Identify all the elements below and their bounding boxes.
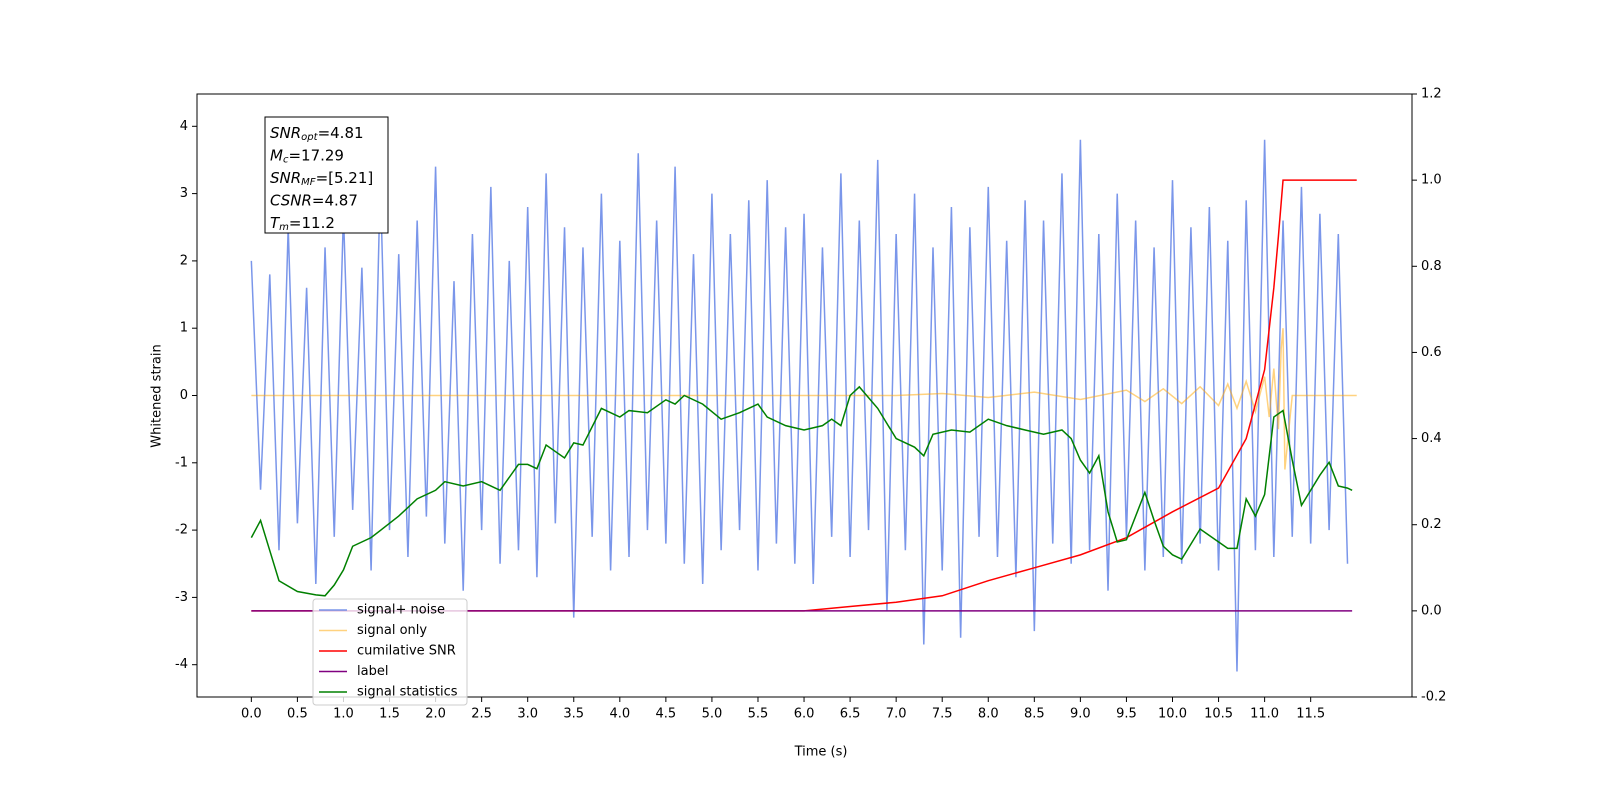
- y-tick-label: 1: [180, 321, 188, 336]
- stats-symbol: SNR: [270, 169, 301, 187]
- x-tick-label: 5.5: [748, 707, 769, 722]
- stats-symbol: SNR: [270, 124, 301, 142]
- y2-tick-label: 0.6: [1421, 345, 1442, 360]
- x-tick-label: 6.0: [794, 707, 815, 722]
- stats-value: =4.81: [318, 124, 364, 142]
- x-tick-label: 1.5: [379, 707, 400, 722]
- x-tick-label: 10.5: [1204, 707, 1233, 722]
- y2-tick-label: 1.2: [1421, 87, 1442, 102]
- legend-label: cumilative SNR: [357, 644, 456, 659]
- stats-value: =17.29: [288, 146, 344, 164]
- series-line: [251, 328, 1357, 470]
- stats-sub: c: [283, 155, 289, 166]
- y-tick-label: -2: [175, 523, 188, 538]
- x-tick-label: 3.5: [563, 707, 584, 722]
- x-tick-label: 5.0: [702, 707, 723, 722]
- series-line: [251, 179, 1357, 612]
- stats-symbol: T: [270, 214, 281, 232]
- y-axis-label: Whitened strain: [150, 344, 165, 447]
- x-tick-label: 0.0: [241, 707, 262, 722]
- x-tick-label: 7.5: [932, 707, 953, 722]
- stats-symbol: M: [270, 146, 283, 164]
- y-tick-label: -3: [175, 590, 188, 605]
- y-tick-label: 4: [180, 119, 188, 134]
- legend-label: signal+ noise: [357, 603, 445, 618]
- legend-label: label: [357, 664, 388, 679]
- stats-line: Mc=17.29: [270, 146, 344, 166]
- stats-line: SNRopt=4.81: [270, 124, 364, 144]
- y2-tick-label: -0.2: [1421, 690, 1446, 705]
- stats-value: =[5.21]: [316, 169, 374, 187]
- x-tick-label: 3.0: [517, 707, 538, 722]
- x-tick-label: 9.5: [1116, 707, 1137, 722]
- x-tick-label: 10.0: [1158, 707, 1187, 722]
- stats-sub: MF: [301, 177, 316, 188]
- stats-symbol: CSNR: [270, 191, 312, 209]
- plot-frame: [196, 93, 1413, 698]
- legend-label: signal statistics: [357, 685, 458, 700]
- legend-label: signal only: [357, 623, 427, 638]
- x-tick-label: 2.0: [425, 707, 446, 722]
- y-tick-label: 3: [180, 186, 188, 201]
- y2-tick-label: 0.4: [1421, 431, 1442, 446]
- y-tick-label: 2: [180, 253, 188, 268]
- x-tick-label: 4.0: [609, 707, 630, 722]
- x-tick-label: 0.5: [287, 707, 308, 722]
- x-tick-label: 8.5: [1024, 707, 1045, 722]
- stats-line: SNRMF=[5.21]: [270, 169, 373, 189]
- stats-box: [264, 116, 389, 234]
- stats-line: Tm=11.2: [270, 214, 335, 234]
- x-tick-label: 11.0: [1250, 707, 1279, 722]
- y2-tick-label: 1.0: [1421, 173, 1442, 188]
- x-tick-label: 6.5: [840, 707, 861, 722]
- x-tick-label: 7.0: [886, 707, 907, 722]
- legend-box: [312, 598, 468, 706]
- series-line: [250, 139, 1349, 672]
- x-tick-label: 11.5: [1296, 707, 1325, 722]
- y2-tick-label: 0.8: [1421, 259, 1442, 274]
- x-tick-label: 9.0: [1070, 707, 1091, 722]
- x-tick-label: 1.0: [333, 707, 354, 722]
- stats-sub: opt: [301, 132, 318, 143]
- y2-tick-label: 0.0: [1421, 603, 1442, 618]
- series-line: [250, 385, 1353, 597]
- x-tick-label: 8.0: [978, 707, 999, 722]
- x-tick-label: 2.5: [471, 707, 492, 722]
- y-tick-label: -4: [175, 657, 188, 672]
- x-tick-label: 4.5: [656, 707, 677, 722]
- stats-sub: m: [279, 222, 289, 233]
- x-axis-label: Time (s): [794, 745, 848, 760]
- y-tick-label: 0: [180, 388, 188, 403]
- stats-line: CSNR=4.87: [270, 191, 358, 209]
- stats-value: =4.87: [312, 191, 358, 209]
- y-tick-label: -1: [175, 455, 188, 470]
- y2-tick-label: 0.2: [1421, 517, 1442, 532]
- stats-value: =11.2: [289, 214, 335, 232]
